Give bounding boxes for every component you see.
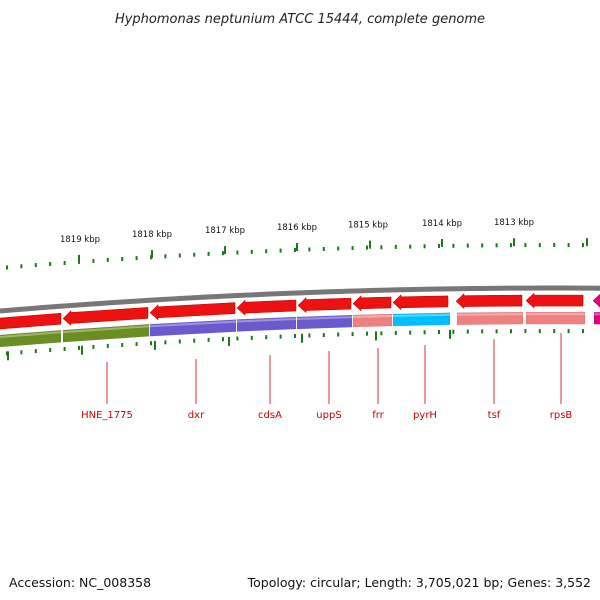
gene-segment [456,311,524,325]
gene-labels: HNE_1775 dxr cdsA uppS frr pyrH tsf rpsB [81,333,572,421]
ruler-label: 1815 kbp [348,221,388,231]
gene-segment-highlight [149,320,237,328]
gene-segment [352,313,393,328]
backbone [0,285,600,314]
ruler-bottom [6,329,584,361]
cds-arrow [236,299,297,316]
ruler-label: 1814 kbp [422,219,462,229]
ruler-label: 1816 kbp [277,223,317,233]
gene-label: tsf [488,410,501,421]
gene-label: HNE_1775 [81,410,133,421]
ruler-labels: 1819 kbp 1818 kbp 1817 kbp 1816 kbp 1815 kbp… [60,218,534,245]
gene-segment-highlight [296,316,353,320]
cds-arrow [455,293,523,310]
gene-segment [296,314,353,330]
gene-band [0,311,600,348]
gene-label: rpsB [550,410,573,421]
ruler-top [6,238,588,270]
gene-label: frr [372,410,384,421]
gene-segment-highlight [0,331,62,339]
ruler-label: 1813 kbp [494,218,534,228]
gene-segment [525,311,586,325]
ruler-label: 1817 kbp [205,226,245,236]
gene-segment [593,311,600,325]
cds-arrow [62,307,149,327]
cds-arrow [149,302,236,321]
cds-arrow [392,294,449,311]
gene-segment-highlight [392,313,451,317]
cds-arrow [297,297,352,314]
gene-label: pyrH [413,410,437,421]
gene-segment [149,319,237,337]
gene-label: uppS [316,410,341,421]
topology-summary: Topology: circular; Length: 3,705,021 bp… [247,575,591,590]
gene-label: cdsA [258,410,282,421]
cds-arrow [525,292,584,309]
cds-arrow [352,295,392,312]
ruler-label: 1818 kbp [132,230,172,240]
gene-label: dxr [188,410,205,421]
cds-arrows [0,292,600,330]
gene-segment [392,312,451,327]
gene-segment-highlight [62,325,150,334]
gene-segment [0,329,62,348]
cds-arrow [592,293,600,308]
gene-segment-highlight [352,315,393,318]
gene-segment [62,324,150,343]
gene-segment-highlight [456,313,524,316]
cds-arrow [0,312,62,330]
ruler-label: 1819 kbp [60,235,100,245]
accession-text: Accession: NC_008358 [9,575,152,590]
gene-segment [236,316,297,332]
gene-segment-highlight [236,318,297,323]
map-title: Hyphomonas neptunium ATCC 15444, complet… [115,12,485,27]
backbone-arc [0,285,600,314]
